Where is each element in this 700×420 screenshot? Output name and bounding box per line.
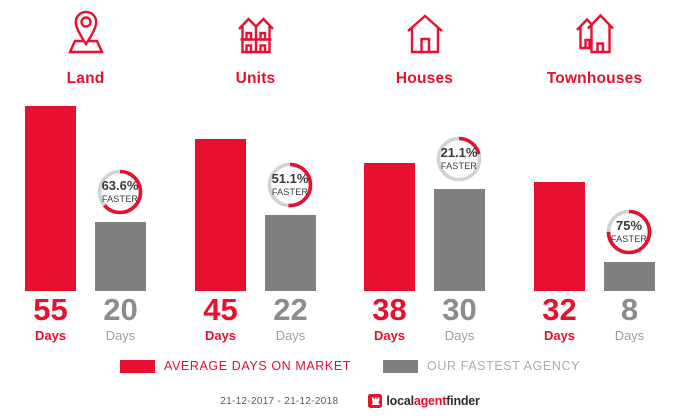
fastest-agency-bar [434,189,485,291]
faster-ring [606,209,652,255]
faster-ring [436,136,482,182]
fastest-agency-value: 22 Days [255,294,326,343]
faster-ring [97,169,143,215]
legend-item-fastest-agency: OUR FASTEST AGENCY [383,359,580,373]
fastest-agency-bar [95,222,146,291]
days-unit-label: Days [444,328,475,343]
legend-item-average-days: AVERAGE DAYS ON MARKET [119,359,352,373]
units-duplex-icon [232,8,280,58]
avg-days-value: 55 Days [15,294,86,343]
days-unit-label: Days [275,328,306,343]
faster-badge-text: 51.1% FASTER [266,161,314,209]
category-group: Houses 21.1% FASTER 38 Days 30 Days [339,0,510,350]
red-swatch [119,359,155,373]
category-header: Units [170,8,341,88]
faster-word: FASTER [440,161,478,172]
category-header: Townhouses [509,8,680,88]
townhouses-icon [571,8,619,58]
category-header: Houses [339,8,510,88]
faster-badge-text: 21.1% FASTER [435,135,483,183]
grey-swatch [383,359,419,373]
days-unit-label: Days [543,328,576,343]
avg-days-bar [25,106,76,291]
faster-percent: 51.1% [271,171,309,187]
faster-percent: 63.6% [101,178,139,194]
land-pin-icon [62,8,110,58]
legend: AVERAGE DAYS ON MARKET OUR FASTEST AGENC… [0,359,700,373]
fastest-agency-bar [265,215,316,291]
category-label: Townhouses [546,70,643,87]
faster-percent: 75% [615,218,643,234]
category-group: Land 63.6% FASTER 55 Days 20 Days [0,0,171,350]
castle-icon [368,394,383,408]
faster-percent: 21.1% [440,145,478,161]
faster-badge-text: 63.6% FASTER [96,168,144,216]
footer: 21-12-2017 - 21-12-2018 localagentfinder [0,394,700,408]
brand-logo: localagentfinder [368,393,480,408]
faster-ring [267,162,313,208]
avg-days-bar [195,139,246,291]
avg-days-bar [534,182,585,291]
avg-days-value: 38 Days [354,294,425,343]
date-range: 21-12-2017 - 21-12-2018 [220,395,339,407]
category-group: Townhouses 75% FASTER 32 Days 8 Days [509,0,680,350]
days-unit-label: Days [614,328,645,343]
days-unit-label: Days [34,328,67,343]
days-unit-label: Days [105,328,136,343]
category-label: Houses [395,70,454,87]
fastest-agency-value: 20 Days [85,294,156,343]
avg-days-bar [364,163,415,291]
legend-label: OUR FASTEST AGENCY [427,359,581,373]
category-label: Units [235,70,276,87]
faster-word: FASTER [610,234,648,245]
logo-part-local: local [386,393,414,408]
days-unit-label: Days [204,328,237,343]
faster-badge: 21.1% FASTER [435,135,483,183]
avg-days-value: 32 Days [524,294,595,343]
category-label: Land [66,70,105,87]
legend-label: AVERAGE DAYS ON MARKET [163,359,352,373]
faster-word: FASTER [101,194,139,205]
faster-word: FASTER [271,187,309,198]
avg-days-value: 45 Days [185,294,256,343]
days-unit-label: Days [373,328,406,343]
faster-badge-text: 75% FASTER [605,208,653,256]
logo-part-agent: agent [413,393,447,408]
faster-badge: 63.6% FASTER [96,168,144,216]
logo-part-finder: finder [446,393,480,408]
faster-badge: 51.1% FASTER [266,161,314,209]
fastest-agency-value: 8 Days [594,294,665,343]
category-header: Land [0,8,171,88]
category-group: Units 51.1% FASTER 45 Days 22 Days [170,0,341,350]
house-icon [401,8,449,58]
faster-badge: 75% FASTER [605,208,653,256]
brand-logo-text: localagentfinder [386,393,480,408]
fastest-agency-bar [604,262,655,291]
fastest-agency-value: 30 Days [424,294,495,343]
